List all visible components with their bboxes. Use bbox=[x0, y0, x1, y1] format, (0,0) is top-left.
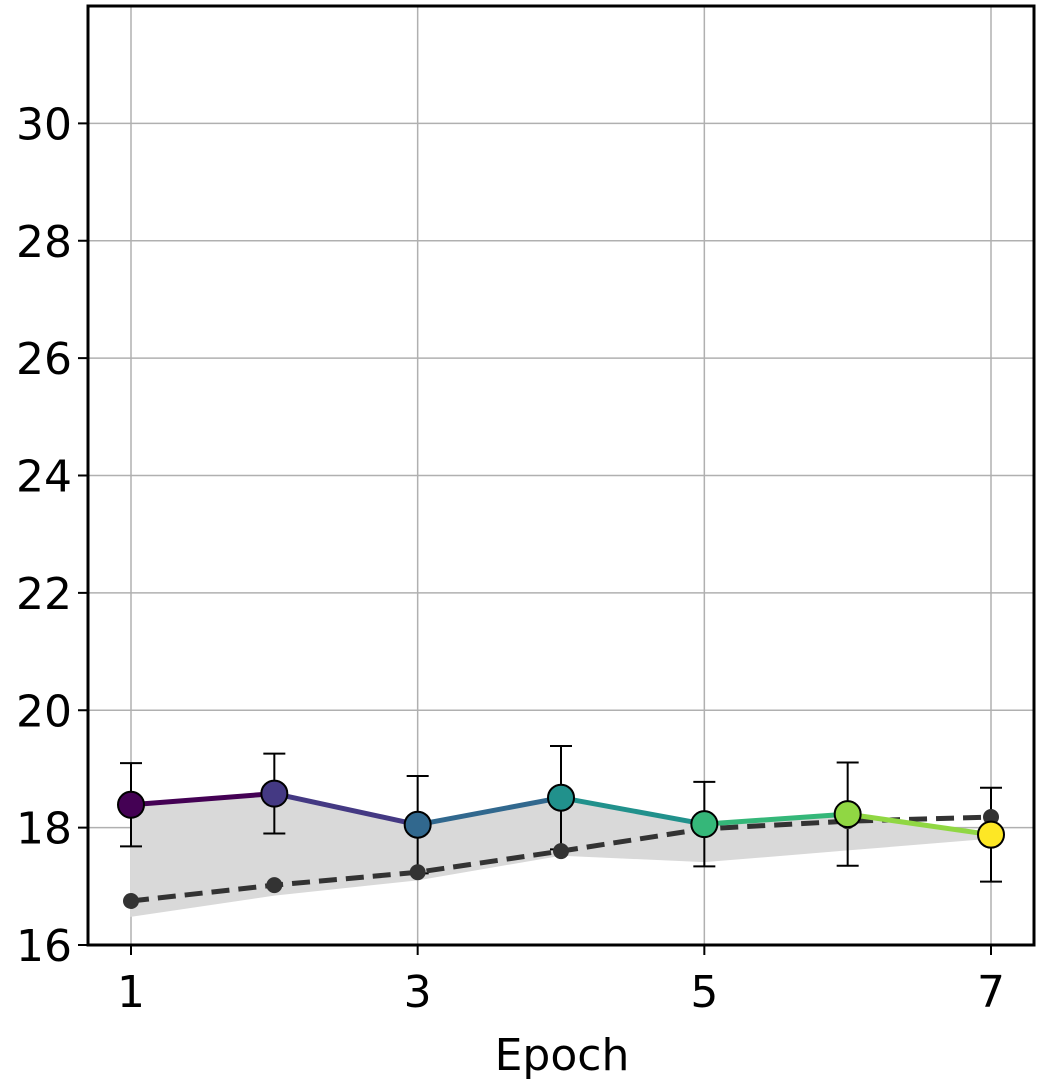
x-tick-label: 7 bbox=[977, 967, 1005, 1018]
y-tick-label: 20 bbox=[16, 686, 72, 737]
point bbox=[833, 800, 862, 829]
x-tick-label: 3 bbox=[404, 967, 432, 1018]
y-tick-label: 24 bbox=[16, 452, 72, 503]
x-tick-label: 5 bbox=[690, 967, 718, 1018]
line-segment bbox=[560, 795, 705, 827]
line-segment bbox=[130, 791, 275, 808]
line-segment bbox=[847, 811, 992, 838]
point bbox=[123, 892, 139, 909]
y-tick-label: 22 bbox=[16, 569, 72, 620]
x-axis-label: Epoch bbox=[495, 1030, 630, 1081]
plot-frame bbox=[86, 4, 1036, 947]
y-tick-label: 28 bbox=[16, 217, 72, 268]
line-segment bbox=[273, 791, 419, 828]
point bbox=[983, 809, 999, 826]
line-segment bbox=[417, 795, 562, 828]
point bbox=[690, 810, 719, 839]
point bbox=[117, 790, 145, 819]
line-segment bbox=[704, 811, 848, 827]
x-tick-label: 1 bbox=[117, 967, 145, 1018]
point bbox=[260, 779, 289, 808]
y-tick-label: 26 bbox=[16, 334, 72, 385]
y-tick-label: 30 bbox=[16, 99, 72, 150]
point bbox=[403, 810, 432, 839]
y-tick-label: 16 bbox=[16, 921, 72, 972]
point bbox=[553, 843, 569, 860]
point bbox=[977, 820, 1005, 849]
y-tick-label: 18 bbox=[16, 804, 72, 855]
point bbox=[266, 877, 283, 894]
point bbox=[547, 783, 575, 812]
point bbox=[409, 864, 426, 881]
